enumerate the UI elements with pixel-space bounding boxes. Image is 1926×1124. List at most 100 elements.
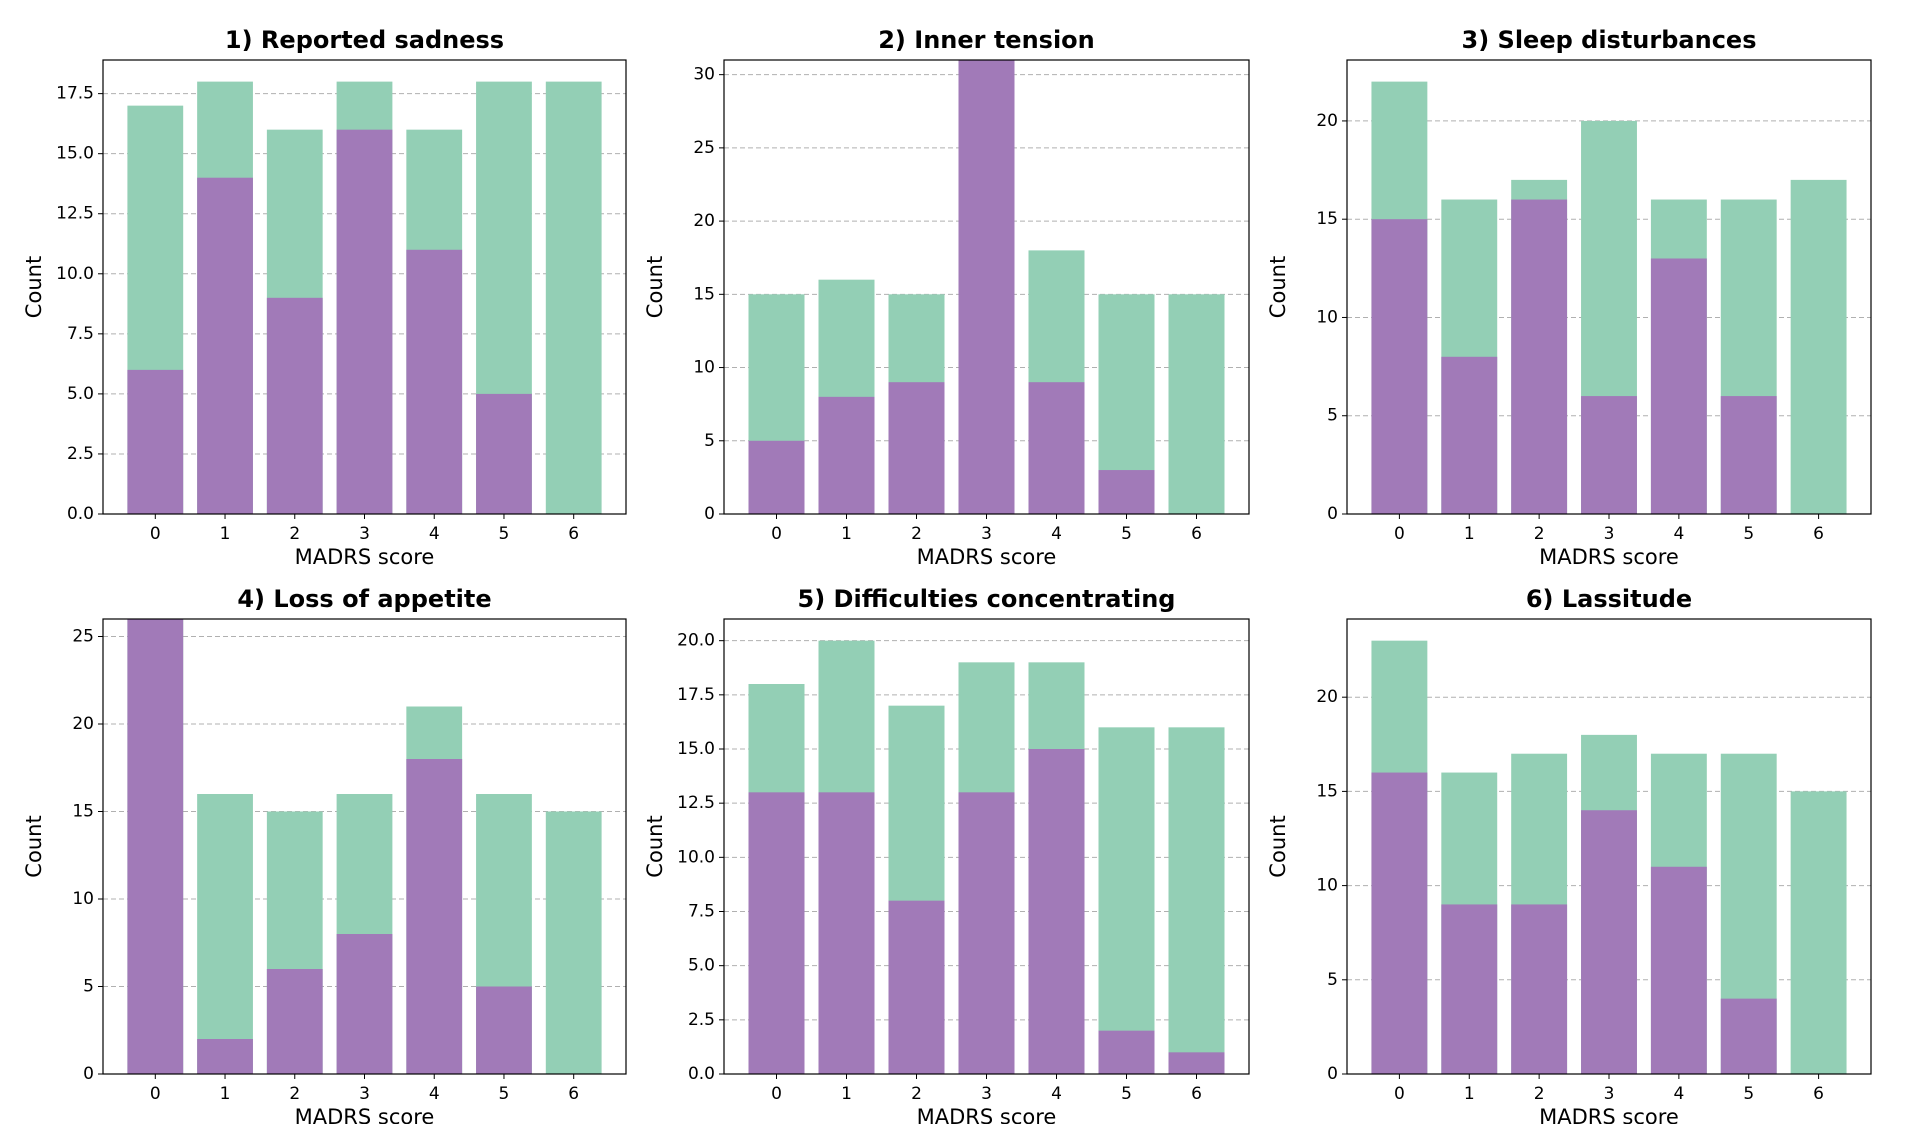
y-tick-label: 20.0 bbox=[677, 631, 715, 651]
axes-frame bbox=[102, 59, 627, 515]
y-tick-label: 0 bbox=[1327, 1064, 1338, 1084]
x-tick-label: 5 bbox=[499, 524, 510, 544]
bar bbox=[127, 369, 184, 514]
y-tick-label: 10.0 bbox=[56, 264, 94, 284]
x-axis-label: MADRS score bbox=[295, 545, 435, 569]
x-tick-label: 6 bbox=[568, 524, 579, 544]
bar bbox=[1720, 998, 1777, 1074]
y-tick-label: 10.0 bbox=[677, 847, 715, 867]
x-tick-label: 2 bbox=[911, 1084, 922, 1104]
x-axis-label: MADRS score bbox=[1539, 545, 1679, 569]
x-tick-label: 4 bbox=[1673, 524, 1684, 544]
y-tick-label: 7.5 bbox=[688, 902, 715, 922]
bar bbox=[888, 382, 945, 514]
bar bbox=[1790, 179, 1847, 514]
y-tick-label: 17.5 bbox=[56, 84, 94, 104]
x-tick-label: 1 bbox=[220, 524, 231, 544]
y-axis-label: Count bbox=[1266, 256, 1290, 318]
y-tick-label: 5 bbox=[1327, 970, 1338, 990]
axes-frame bbox=[723, 59, 1250, 515]
x-tick-label: 1 bbox=[220, 1084, 231, 1104]
y-tick-label: 15.0 bbox=[677, 739, 715, 759]
y-tick-label: 2.5 bbox=[688, 1010, 715, 1030]
bar bbox=[1028, 382, 1085, 514]
x-tick-label: 0 bbox=[1394, 1084, 1405, 1104]
y-tick-label: 12.5 bbox=[56, 204, 94, 224]
bar bbox=[1028, 749, 1085, 1074]
x-axis-label: MADRS score bbox=[1539, 1105, 1679, 1124]
bar bbox=[406, 249, 463, 514]
x-tick-label: 3 bbox=[981, 1084, 992, 1104]
x-tick-label: 1 bbox=[841, 1084, 852, 1104]
y-tick-label: 20 bbox=[1316, 687, 1338, 707]
x-tick-label: 6 bbox=[1813, 524, 1824, 544]
bar bbox=[197, 1039, 253, 1074]
bar bbox=[1581, 396, 1637, 514]
y-tick-label: 0 bbox=[1327, 504, 1338, 524]
bar bbox=[127, 619, 184, 1074]
y-tick-label: 17.5 bbox=[677, 685, 715, 705]
y-axis-label: Count bbox=[22, 256, 46, 318]
x-tick-label: 6 bbox=[1813, 1084, 1824, 1104]
y-axis-label: Count bbox=[1266, 815, 1290, 877]
subplot-title: 2) Inner tension bbox=[878, 26, 1095, 54]
y-tick-label: 0 bbox=[83, 1064, 94, 1084]
bar bbox=[1441, 904, 1498, 1074]
y-tick-label: 15.0 bbox=[56, 144, 94, 164]
bar bbox=[1511, 904, 1568, 1074]
subplot-title: 1) Reported sadness bbox=[225, 26, 504, 54]
y-tick-label: 5 bbox=[704, 431, 715, 451]
y-tick-label: 5 bbox=[1327, 406, 1338, 426]
x-tick-label: 4 bbox=[429, 1084, 440, 1104]
x-tick-label: 2 bbox=[911, 524, 922, 544]
x-tick-label: 4 bbox=[1673, 1084, 1684, 1104]
axes-frame bbox=[1346, 59, 1872, 515]
bar bbox=[1168, 1052, 1225, 1074]
x-tick-label: 2 bbox=[1534, 524, 1545, 544]
y-tick-label: 20 bbox=[1316, 111, 1338, 131]
bar bbox=[1371, 219, 1428, 514]
x-tick-label: 2 bbox=[1534, 1084, 1545, 1104]
y-tick-label: 2.5 bbox=[67, 444, 94, 464]
y-tick-label: 25 bbox=[693, 138, 715, 158]
y-tick-label: 5 bbox=[83, 977, 94, 997]
x-tick-label: 3 bbox=[981, 524, 992, 544]
x-axis-label: MADRS score bbox=[917, 1105, 1057, 1124]
y-axis-label: Count bbox=[643, 256, 667, 318]
x-tick-label: 3 bbox=[1604, 524, 1615, 544]
y-tick-label: 25 bbox=[72, 627, 94, 647]
y-tick-label: 15 bbox=[72, 802, 94, 822]
x-tick-label: 4 bbox=[429, 524, 440, 544]
bar bbox=[958, 60, 1015, 514]
y-tick-label: 0.0 bbox=[688, 1064, 715, 1084]
y-tick-label: 30 bbox=[693, 65, 715, 85]
x-tick-label: 1 bbox=[841, 524, 852, 544]
bar bbox=[1371, 772, 1428, 1074]
y-tick-label: 7.5 bbox=[67, 324, 94, 344]
x-tick-label: 3 bbox=[359, 1084, 370, 1104]
y-tick-label: 10 bbox=[1316, 876, 1338, 896]
y-tick-label: 20 bbox=[72, 714, 94, 734]
x-tick-label: 3 bbox=[359, 524, 370, 544]
y-axis-label: Count bbox=[22, 815, 46, 877]
x-tick-label: 0 bbox=[771, 1084, 782, 1104]
x-tick-label: 4 bbox=[1051, 1084, 1062, 1104]
x-tick-label: 5 bbox=[1121, 1084, 1132, 1104]
y-tick-label: 12.5 bbox=[677, 793, 715, 813]
y-tick-label: 0 bbox=[704, 504, 715, 524]
subplot-title: 6) Lassitude bbox=[1526, 585, 1692, 613]
bar bbox=[336, 129, 393, 514]
bar bbox=[748, 440, 805, 514]
y-tick-label: 5.0 bbox=[688, 956, 715, 976]
subplot-title: 3) Sleep disturbances bbox=[1462, 26, 1757, 54]
y-axis-label: Count bbox=[643, 815, 667, 877]
bar bbox=[476, 986, 532, 1074]
bar bbox=[1720, 396, 1777, 514]
x-axis-label: MADRS score bbox=[917, 545, 1057, 569]
x-tick-label: 6 bbox=[568, 1084, 579, 1104]
y-tick-label: 15 bbox=[1316, 781, 1338, 801]
bar bbox=[545, 811, 602, 1074]
x-tick-label: 5 bbox=[1121, 524, 1132, 544]
bar bbox=[818, 396, 875, 514]
